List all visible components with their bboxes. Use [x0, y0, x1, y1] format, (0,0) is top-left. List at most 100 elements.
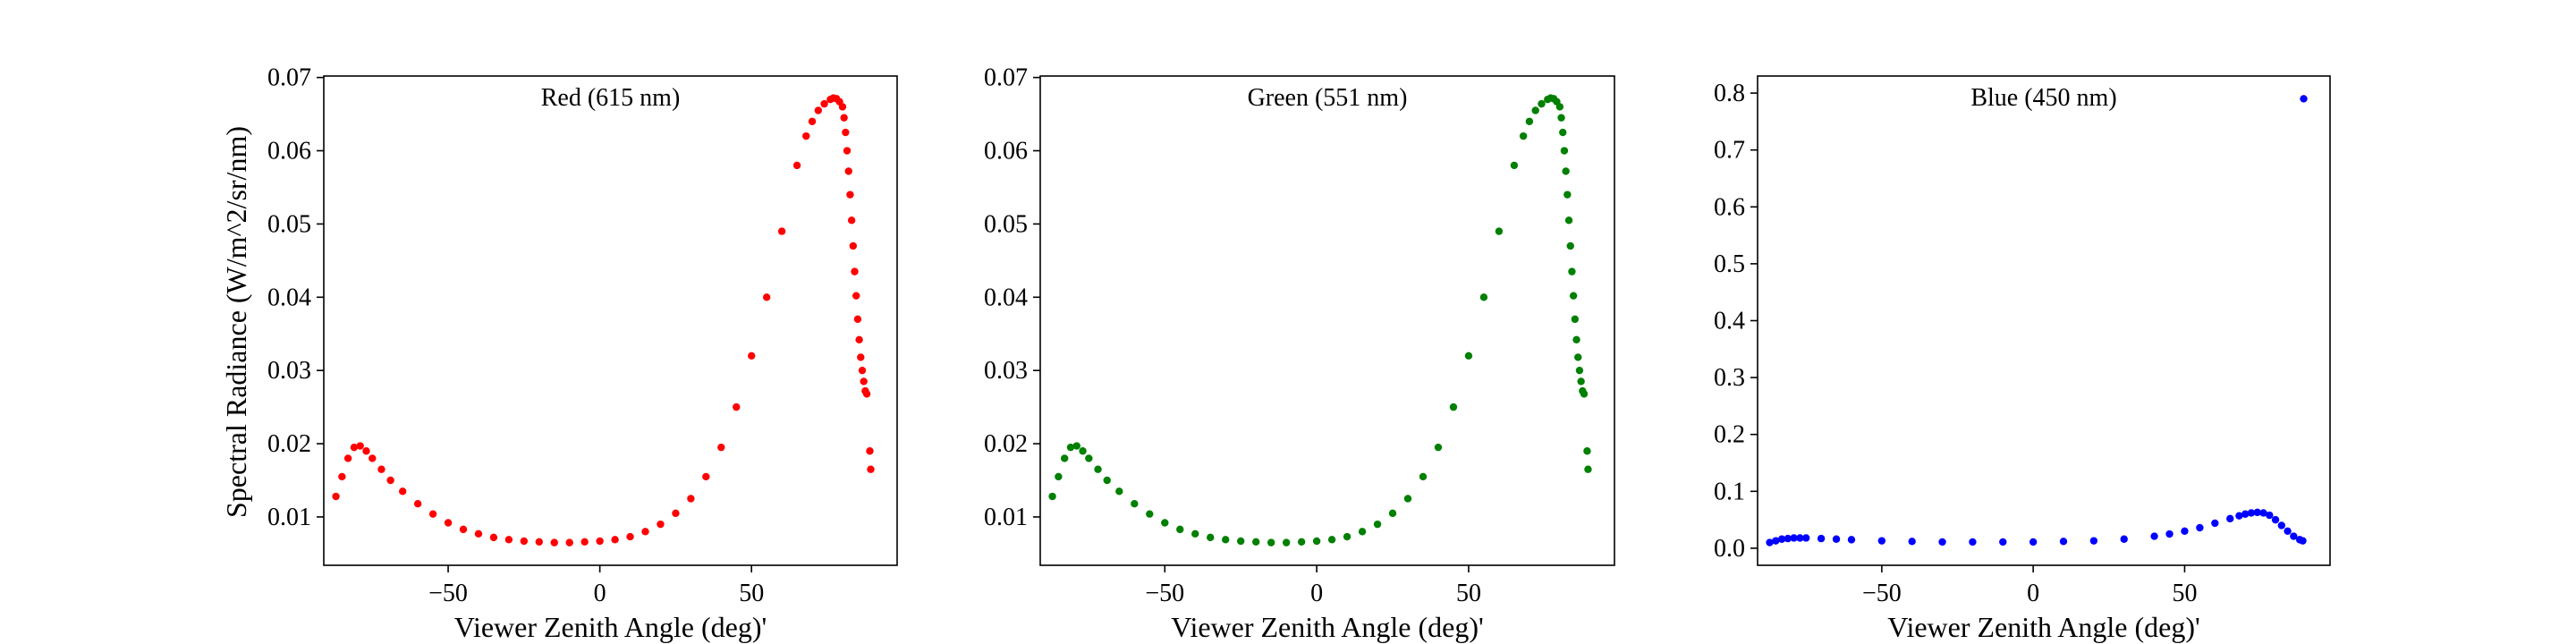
data-point	[1176, 525, 1184, 534]
y-tick-label: 0.03	[984, 357, 1028, 385]
data-point	[1131, 500, 1139, 508]
data-point	[855, 335, 863, 343]
data-point	[1115, 487, 1123, 496]
data-point	[867, 465, 875, 473]
chart-panel-3: −50 0 50 0.0 0.1 0.2 0.3 0.4 0.5 0.6 0.7 0.8 Blue (4…	[1714, 75, 2331, 643]
data-point	[1969, 538, 1977, 547]
data-point	[1510, 161, 1519, 170]
data-point	[1267, 538, 1275, 547]
data-point	[860, 377, 868, 386]
y-tick-label: 0.7	[1714, 137, 1745, 165]
y-tick-label: 0.2	[1714, 421, 1745, 449]
data-point	[1207, 533, 1215, 542]
data-point	[2300, 95, 2308, 103]
data-point	[1449, 402, 1458, 411]
data-point	[2259, 509, 2267, 517]
data-point	[377, 465, 386, 473]
plot-frame	[1039, 75, 1615, 566]
data-point	[1388, 509, 1397, 518]
data-point	[369, 454, 377, 462]
plot-frame	[1757, 75, 2331, 566]
data-point	[2290, 532, 2298, 540]
x-tick-label: 0	[594, 580, 606, 607]
y-tick-label: 0.04	[984, 284, 1028, 311]
data-point	[504, 536, 513, 544]
y-tick-label: 0.05	[267, 210, 311, 238]
data-point	[1999, 538, 2007, 547]
data-point	[1146, 510, 1154, 518]
data-point	[1525, 117, 1534, 125]
data-point	[2241, 510, 2250, 518]
data-point	[1772, 537, 1780, 545]
data-point	[1566, 242, 1574, 250]
data-point	[851, 267, 859, 275]
data-point	[2211, 519, 2219, 528]
y-tick-label: 0.02	[984, 430, 1028, 458]
data-point	[792, 161, 801, 170]
data-point	[2284, 527, 2292, 536]
y-tick-label: 0.0	[1714, 535, 1745, 563]
chart-panel-2: −50 0 50 0.01 0.02 0.03 0.04 0.05 0.06 0.07 Green …	[984, 64, 1615, 643]
y-tick-label: 0.04	[267, 284, 311, 311]
data-point	[580, 538, 589, 546]
data-point	[1766, 538, 1774, 547]
data-point	[858, 366, 867, 375]
data-point	[852, 292, 860, 300]
x-tick-label: 50	[739, 580, 764, 607]
y-tick-label: 0.02	[267, 430, 311, 458]
data-point	[702, 472, 710, 481]
data-point	[840, 114, 848, 122]
data-point	[1938, 538, 1946, 547]
data-point	[1236, 537, 1245, 546]
data-point	[2277, 521, 2286, 530]
data-point	[838, 103, 847, 111]
data-point	[350, 443, 359, 452]
data-point	[1072, 442, 1080, 450]
y-tick-label: 0.06	[267, 138, 311, 165]
y-tick-label: 0.06	[984, 138, 1028, 165]
data-point	[1777, 535, 1786, 543]
data-point	[1464, 352, 1473, 360]
panel-title: Green (551 nm)	[1248, 84, 1408, 112]
data-point	[1817, 534, 1826, 543]
data-point	[1251, 538, 1260, 546]
data-point	[1908, 538, 1916, 546]
data-point	[356, 442, 364, 450]
data-point	[808, 117, 817, 125]
data-point	[565, 538, 573, 547]
data-point	[520, 537, 529, 546]
data-point	[1191, 530, 1199, 538]
x-tick-label: 50	[1456, 580, 1481, 607]
data-point	[1538, 99, 1546, 108]
data-point	[2059, 538, 2068, 546]
data-point	[717, 443, 725, 452]
data-point	[1557, 114, 1565, 122]
data-point	[1832, 535, 1841, 543]
y-tick-label: 0.03	[267, 357, 311, 385]
data-point	[1055, 472, 1063, 481]
data-point	[1048, 492, 1056, 501]
data-point	[386, 476, 394, 485]
data-point	[338, 472, 346, 481]
data-point	[802, 131, 810, 140]
data-point	[1495, 227, 1504, 235]
data-point	[1572, 335, 1580, 343]
data-point	[1580, 390, 1589, 398]
data-point	[1784, 534, 1792, 543]
data-point	[762, 293, 771, 301]
data-point	[853, 315, 862, 324]
y-tick-label: 0.3	[1714, 364, 1745, 392]
data-point	[1564, 216, 1573, 225]
data-point	[1479, 293, 1488, 301]
y-tick-label: 0.1	[1714, 478, 1745, 505]
data-point	[1094, 465, 1102, 473]
data-point	[2181, 527, 2189, 536]
data-point	[1312, 537, 1321, 546]
data-point	[777, 227, 786, 235]
data-point	[2247, 509, 2256, 517]
data-point	[1373, 520, 1382, 529]
chart-panel-1: −50 0 50 0.01 0.02 0.03 0.04 0.05 0.06 0.07 Red (6…	[267, 64, 898, 643]
data-point	[428, 510, 437, 518]
data-point	[489, 533, 498, 542]
data-point	[413, 500, 422, 508]
